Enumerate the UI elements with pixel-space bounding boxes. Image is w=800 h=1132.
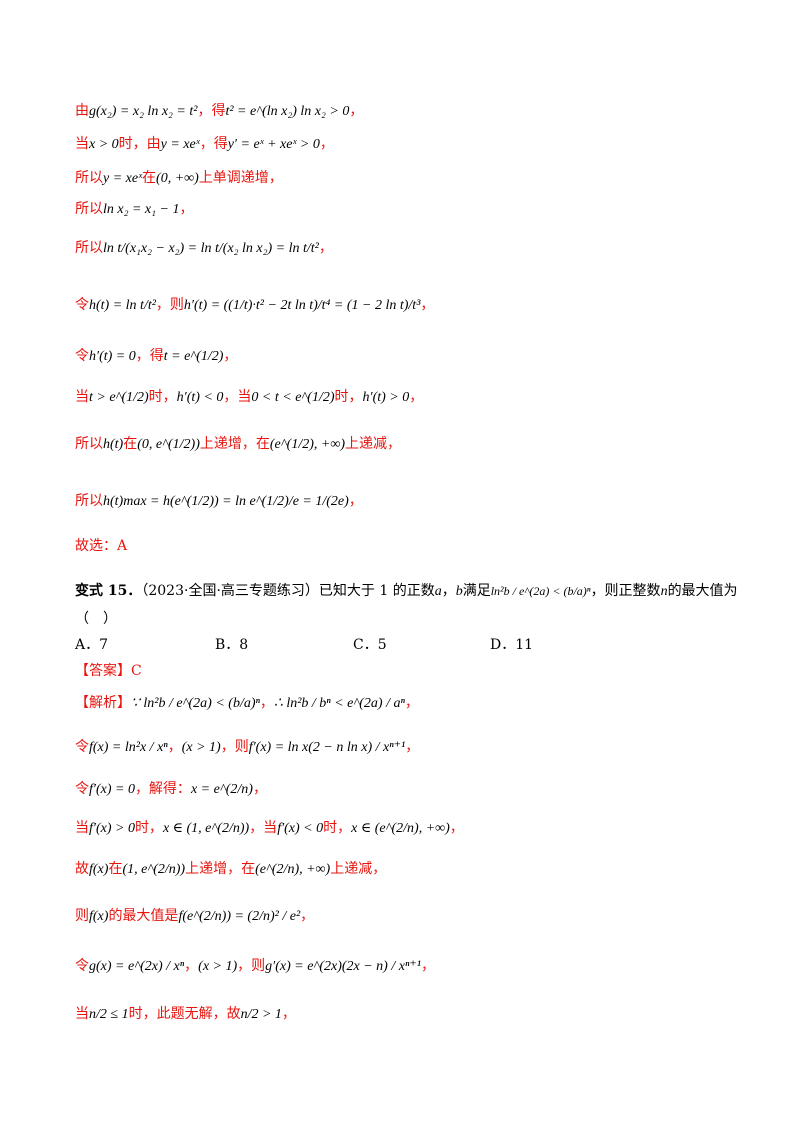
- analysis-line: 令f(x) = ln²x / xⁿ，(x > 1)，则f′(x) = ln x(…: [75, 739, 420, 755]
- analysis-line: 令f′(x) = 0，解得：x = e^(2/n)，: [75, 781, 267, 797]
- option-d: D．11: [490, 637, 534, 653]
- solution-line: 故选：A: [75, 538, 128, 554]
- problem-statement: 变式 15．（2023·全国·高三专题练习）已知大于 1 的正数a，b满足ln²…: [75, 583, 738, 599]
- option-a: A．7: [75, 637, 109, 653]
- solution-line: 当t > e^(1/2)时，h′(t) < 0，当0 < t < e^(1/2)…: [75, 389, 424, 405]
- analysis-line: 故f(x)在(1, e^(2/n))上递增，在(e^(2/n), +∞)上递减，: [75, 861, 387, 877]
- solution-line: 所以h(t)max = h(e^(1/2)) = ln e^(1/2)/e = …: [75, 493, 363, 509]
- solution-line: 由g(x₂) = x₂ ln x₂ = t²，得t² = e^(ln x₂) l…: [75, 103, 364, 119]
- answer-line: 【答案】C: [75, 663, 142, 679]
- analysis-line: 当f′(x) > 0时，x ∈ (1, e^(2/n))，当f′(x) < 0时…: [75, 820, 464, 836]
- solution-line: 所以ln x₂ = x₁ − 1，: [75, 201, 194, 217]
- solution-line: 所以y = xeˣ在(0, +∞)上单调递增，: [75, 170, 283, 186]
- problem-paren: （ ）: [75, 611, 117, 627]
- option-c: C．5: [353, 637, 387, 653]
- solution-line: 当x > 0时，由y = xeˣ，得y′ = eˣ + xeˣ > 0，: [75, 136, 334, 152]
- solution-line: 所以h(t)在(0, e^(1/2))上递增，在(e^(1/2), +∞)上递减…: [75, 436, 401, 452]
- analysis-line: 则f(x)的最大值是f(e^(2/n)) = (2/n)² / e²，: [75, 908, 315, 924]
- option-b: B．8: [215, 637, 249, 653]
- solution-line: 令h′(t) = 0，得t = e^(1/2)，: [75, 348, 238, 364]
- solution-line: 所以ln t/(x₁x₂ − x₂) = ln t/(x₂ ln x₂) = l…: [75, 240, 333, 256]
- analysis-line: 当n/2 ≤ 1时，此题无解，故n/2 > 1，: [75, 1006, 296, 1022]
- problem-label: 变式 15．: [75, 583, 142, 599]
- analysis-line: 令g(x) = e^(2x) / xⁿ，(x > 1)，则g′(x) = e^(…: [75, 958, 435, 974]
- analysis-line: 【解析】∵ ln²b / e^(2a) < (b/a)ⁿ，∴ ln²b / bⁿ…: [75, 695, 419, 711]
- solution-line: 令h(t) = ln t/t²，则h′(t) = ((1/t)·t² − 2t …: [75, 297, 435, 313]
